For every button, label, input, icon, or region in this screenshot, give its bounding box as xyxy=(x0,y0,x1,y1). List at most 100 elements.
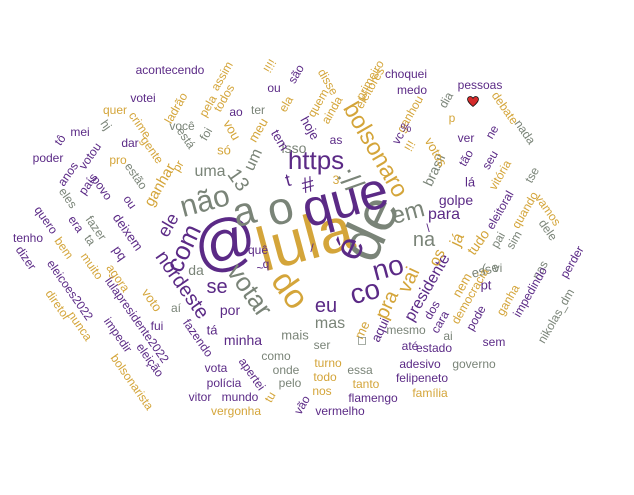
word: ( xyxy=(482,261,486,275)
word: nada xyxy=(511,117,539,147)
word: pai xyxy=(487,229,509,251)
word: meu xyxy=(245,115,271,145)
word: medo xyxy=(396,83,428,97)
word: ta xyxy=(81,231,99,249)
word: tenho xyxy=(12,231,44,245)
word: ela xyxy=(275,93,297,115)
word: https xyxy=(287,145,345,175)
word: vergonha xyxy=(210,404,262,418)
word: mei xyxy=(70,125,90,139)
word: um xyxy=(241,146,266,174)
word: choquei xyxy=(384,67,428,81)
word: ou xyxy=(267,81,281,95)
word: essa xyxy=(347,363,373,377)
heart-icon xyxy=(467,96,479,107)
word: pt xyxy=(480,277,492,293)
word: tô xyxy=(51,131,69,149)
word: ou xyxy=(120,192,140,212)
word: por xyxy=(219,302,241,318)
word: tanto xyxy=(352,377,380,391)
word: !!!! xyxy=(260,56,280,76)
word: se xyxy=(206,276,228,298)
word: só xyxy=(217,142,231,158)
word: como xyxy=(261,349,291,363)
word: ver xyxy=(457,131,475,145)
word: são xyxy=(285,62,307,86)
word: perder xyxy=(557,243,587,281)
word: as xyxy=(329,133,343,147)
word: % xyxy=(400,121,412,135)
word: vou xyxy=(220,117,244,143)
word: todo xyxy=(313,370,337,384)
word: ao xyxy=(229,105,243,119)
word: lá xyxy=(464,174,476,190)
word: uma xyxy=(194,163,226,180)
word: ser xyxy=(313,338,331,352)
word: tse xyxy=(521,164,543,186)
word: acontecendo xyxy=(135,63,205,77)
word: da xyxy=(188,262,204,278)
word: para xyxy=(427,206,461,223)
word: votei xyxy=(130,91,156,105)
word: polícia xyxy=(206,376,242,390)
word: ~ xyxy=(256,261,264,275)
word: golpe xyxy=(438,192,474,208)
word: dizer xyxy=(12,243,40,273)
word: hj xyxy=(97,117,115,133)
word: vota xyxy=(204,361,228,375)
word: p xyxy=(448,111,456,125)
word: foi xyxy=(196,125,216,143)
word: vermelho xyxy=(315,404,365,418)
word: voto xyxy=(138,285,166,315)
word: ◻ xyxy=(357,333,367,347)
word: estado xyxy=(415,341,453,355)
word: muito xyxy=(77,249,107,283)
word: até xyxy=(401,339,419,353)
word: vi xyxy=(493,261,503,275)
word: mais xyxy=(281,327,309,343)
word: sim xyxy=(503,228,525,252)
word: nikolas_dm xyxy=(534,286,578,346)
word: felipeneto xyxy=(395,371,449,385)
word: ne xyxy=(482,122,502,142)
word: vitor xyxy=(188,390,212,404)
word: turno xyxy=(314,356,342,370)
word: minha xyxy=(223,332,263,348)
word: q xyxy=(262,257,270,271)
word: fui xyxy=(150,319,164,333)
word: eu xyxy=(314,295,338,317)
word: governo xyxy=(452,357,496,371)
word: ter xyxy=(250,103,266,117)
word: onde xyxy=(272,363,300,377)
word: dia xyxy=(435,89,457,111)
word: \ xyxy=(426,221,430,235)
word: tão xyxy=(455,147,477,169)
word: votos xyxy=(421,134,451,170)
word: quê xyxy=(247,243,269,257)
word: era xyxy=(65,212,87,236)
word: pq xyxy=(109,242,131,264)
word: em xyxy=(388,195,428,230)
word: nos xyxy=(312,384,332,398)
word: isso xyxy=(281,140,307,156)
word: pelo xyxy=(278,376,302,390)
word: poder xyxy=(32,151,64,165)
word: tu xyxy=(261,389,279,405)
word: flamengo xyxy=(348,391,398,405)
word: família xyxy=(412,386,448,400)
word: adesivo xyxy=(399,357,441,371)
word: !!! xyxy=(401,138,419,154)
word: pessoas xyxy=(457,78,503,92)
word: tá xyxy=(206,322,218,338)
word: dar xyxy=(121,136,139,150)
word: você xyxy=(169,119,195,133)
word: mas xyxy=(314,315,346,332)
word: vão xyxy=(291,393,313,417)
word: 3 xyxy=(332,173,340,187)
word: mundo xyxy=(221,390,259,404)
word: na xyxy=(412,229,436,251)
word: ai xyxy=(443,329,453,343)
word: aí xyxy=(170,301,182,315)
word: / xyxy=(310,241,314,255)
